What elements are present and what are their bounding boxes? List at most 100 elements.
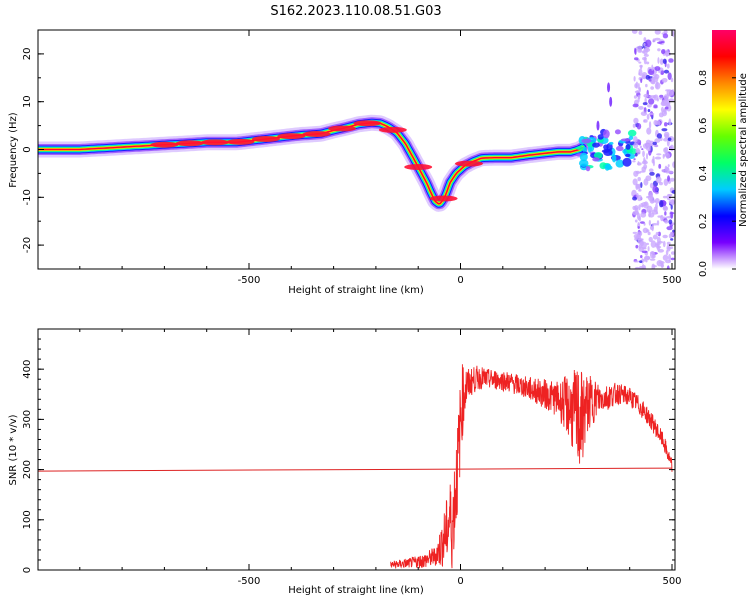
spectrogram-patch	[620, 138, 631, 142]
spectrogram-patch	[615, 145, 624, 152]
spectrogram-noise	[650, 86, 655, 90]
spectrogram-noise	[642, 247, 647, 250]
spectrogram-noise	[637, 82, 640, 90]
spectrogram-noise	[641, 74, 646, 79]
snr-ytick-label: 100	[22, 510, 33, 529]
snr-marks	[38, 364, 673, 569]
spectrogram-noise	[659, 97, 663, 100]
spectrogram-noise	[638, 246, 644, 252]
spectrogram-noise	[665, 259, 672, 264]
spectrogram-noise	[643, 42, 646, 47]
spectrogram-noise	[654, 30, 661, 35]
spectrogram-noise	[643, 222, 646, 226]
spectrogram-patch	[614, 129, 621, 135]
spectrogram-patch	[597, 134, 604, 140]
snr-panel: -500 0 500 0 100 200 300 400 Height of straight…	[8, 328, 682, 596]
spectrogram-noise	[656, 153, 662, 156]
spectrogram-noise	[649, 258, 656, 261]
spectrogram-noise	[640, 111, 648, 116]
spectrogram-noise	[652, 155, 655, 163]
spectrogram-noise	[659, 58, 664, 65]
spectrogram-noise	[632, 160, 636, 163]
spectrogram-noise	[633, 170, 639, 177]
spectrogram-noise	[651, 263, 656, 269]
spectrogram-noise	[635, 244, 639, 249]
spectrogram-noise	[635, 183, 641, 189]
spectrogram-noise	[648, 168, 654, 173]
spectrogram-patch	[622, 157, 632, 167]
spectrogram-noise	[633, 260, 640, 263]
spectrogram-noise	[664, 151, 669, 156]
spectrogram-noise	[636, 149, 641, 155]
spectrogram-noise	[650, 80, 655, 84]
colorbar-gradient	[712, 30, 736, 269]
spectrogram-noise	[671, 190, 675, 194]
spectrogram-noise	[656, 259, 663, 267]
spectrogram-patch	[626, 149, 634, 154]
spectrogram-peak	[201, 139, 230, 146]
spectrogram-noise	[654, 197, 660, 204]
spectrogram-noise	[632, 205, 637, 211]
spectrogram-marks	[38, 30, 675, 269]
spectrogram-noise	[667, 72, 672, 80]
spectrogram-noise	[643, 201, 649, 209]
spectrogram-noise	[638, 266, 644, 269]
spectrogram-noise	[645, 39, 652, 47]
spectrogram-noise	[655, 232, 659, 236]
spectrogram-noise	[662, 195, 668, 199]
spectrogram-noise	[633, 95, 638, 99]
spectrogram-noise	[641, 148, 644, 151]
spectrogram-noise	[638, 171, 642, 174]
spectrogram-noise	[663, 122, 668, 127]
snr-ytick-label: 300	[22, 410, 33, 429]
spectrogram-noise	[640, 181, 643, 188]
spectrogram-patch	[627, 129, 637, 137]
spectrogram-noise	[639, 221, 645, 224]
spectrogram-ylabel: Frequency (Hz)	[8, 112, 19, 188]
colorbar-axes: 0.0 0.2 0.4 0.6 0.8	[698, 70, 736, 277]
spectrogram-noise	[670, 199, 675, 206]
spectrogram-noise	[662, 33, 669, 39]
spectrogram-noise	[655, 176, 662, 184]
spectrogram-noise	[666, 63, 670, 69]
spectrogram-patch	[581, 138, 592, 144]
spectrogram-patch	[625, 153, 631, 158]
spectrogram-peak	[175, 140, 204, 147]
spectrogram-noise	[638, 61, 642, 64]
spectrogram-noise	[659, 94, 664, 98]
spectrogram-peak	[328, 125, 357, 132]
spectrogram-patch	[592, 157, 600, 162]
spectrogram-noise	[650, 240, 657, 248]
spectrogram-ytick-label: -10	[22, 189, 33, 205]
spectrogram-noise	[669, 231, 674, 237]
colorbar-tick-label: 0.2	[698, 213, 709, 229]
spectrogram-patch	[578, 159, 589, 167]
spectrogram-noise	[648, 236, 653, 243]
spectrogram-noise	[663, 178, 669, 186]
spectrogram-noise	[658, 163, 662, 169]
spectrogram-noise	[669, 144, 675, 152]
spectrogram-patch	[608, 141, 614, 145]
snr-series-line	[390, 364, 673, 569]
snr-xtick-label: 0	[457, 576, 463, 587]
spectrogram-noise	[661, 77, 668, 83]
spectrogram-patch	[606, 142, 613, 151]
spectrogram-noise	[657, 240, 664, 244]
spectrogram-noise	[638, 204, 641, 211]
snr-xlabel: Height of straight line (km)	[288, 585, 424, 596]
spectrogram-noise	[640, 254, 643, 259]
spectrogram-noise	[631, 30, 638, 34]
spectrogram-noise	[646, 127, 652, 135]
spectrogram-noise	[651, 224, 654, 232]
spectrogram-noise	[667, 246, 672, 250]
spectrogram-noise	[632, 103, 639, 108]
spectrogram-noise	[652, 234, 658, 240]
spectrogram-noise	[670, 238, 674, 241]
snr-threshold-line	[38, 467, 673, 472]
colorbar: 0.0 0.2 0.4 0.6 0.8 Normalized spectral ampl…	[698, 30, 749, 277]
spectrogram-noise	[670, 251, 675, 255]
spectrogram-peak	[150, 141, 179, 148]
spectrogram-noise	[670, 177, 675, 182]
spectrogram-noise	[655, 202, 658, 210]
